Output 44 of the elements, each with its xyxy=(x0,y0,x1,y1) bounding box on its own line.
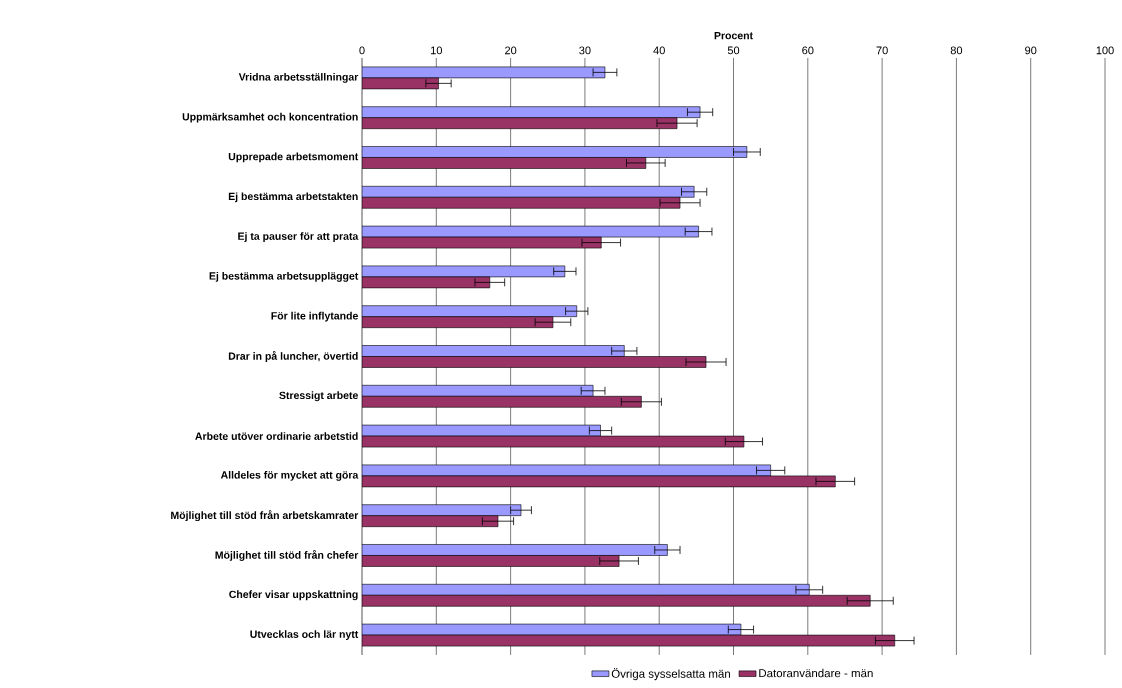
y-tick-label: Arbete utöver ordinarie arbetstid xyxy=(195,432,358,440)
legend-label: Övriga sysselsatta män xyxy=(611,668,730,681)
bar xyxy=(362,634,896,647)
y-tick-label: Uppmärksamhet och koncentration xyxy=(182,112,358,123)
y-tick-label: Drar in på luncher, övertid xyxy=(228,351,358,362)
x-tick-label: 80 xyxy=(950,46,963,55)
y-tick-label: Alldeles för mycket att göra xyxy=(220,470,359,481)
bar xyxy=(362,316,554,328)
x-tick-label: 50 xyxy=(727,46,740,55)
y-tick-label: Möjlighet till stöd från arbetskamrater xyxy=(171,510,359,522)
bar xyxy=(362,157,647,169)
bar xyxy=(362,117,678,129)
bar xyxy=(362,236,602,249)
bar xyxy=(362,475,836,488)
bar xyxy=(362,555,620,567)
bar xyxy=(362,395,642,408)
y-tick-label: För lite inflytande xyxy=(271,311,358,322)
x-tick-label: 30 xyxy=(579,46,591,55)
legend-label: Datoranvändare - män xyxy=(759,668,873,678)
bar xyxy=(362,435,745,448)
bar xyxy=(362,594,871,607)
y-tick-label: Ej ta pauser för att prata xyxy=(238,232,359,242)
y-tick-label: Vridna arbetsställningar xyxy=(238,72,359,83)
y-tick-label: Upprepade arbetsmoment xyxy=(228,152,359,163)
x-axis-title: Procent xyxy=(714,31,753,40)
x-tick-label: 70 xyxy=(876,46,888,55)
bar xyxy=(362,356,707,368)
x-tick-label: 90 xyxy=(1025,46,1037,55)
bar xyxy=(362,276,491,289)
y-tick-label: Möjlighet till stöd från chefer xyxy=(215,550,359,561)
bar xyxy=(362,196,681,209)
x-tick-label: 0 xyxy=(359,46,365,55)
y-tick-label: Chefer visar uppskattning xyxy=(229,590,358,601)
y-tick-label: Utvecklas och lär nytt xyxy=(250,630,359,640)
bar xyxy=(362,515,499,527)
y-tick-label: Ej bestämma arbetsupplägget xyxy=(209,271,359,282)
x-tick-label: 10 xyxy=(431,46,442,55)
x-tick-label: 20 xyxy=(505,46,517,55)
y-tick-label: Stressigt arbete xyxy=(279,391,358,402)
x-tick-label: 60 xyxy=(802,46,814,55)
y-tick-label: Ej bestämma arbetstakten xyxy=(228,192,358,203)
x-tick-label: 40 xyxy=(653,46,665,55)
bar xyxy=(362,77,439,90)
x-tick-label: 100 xyxy=(1096,46,1114,55)
